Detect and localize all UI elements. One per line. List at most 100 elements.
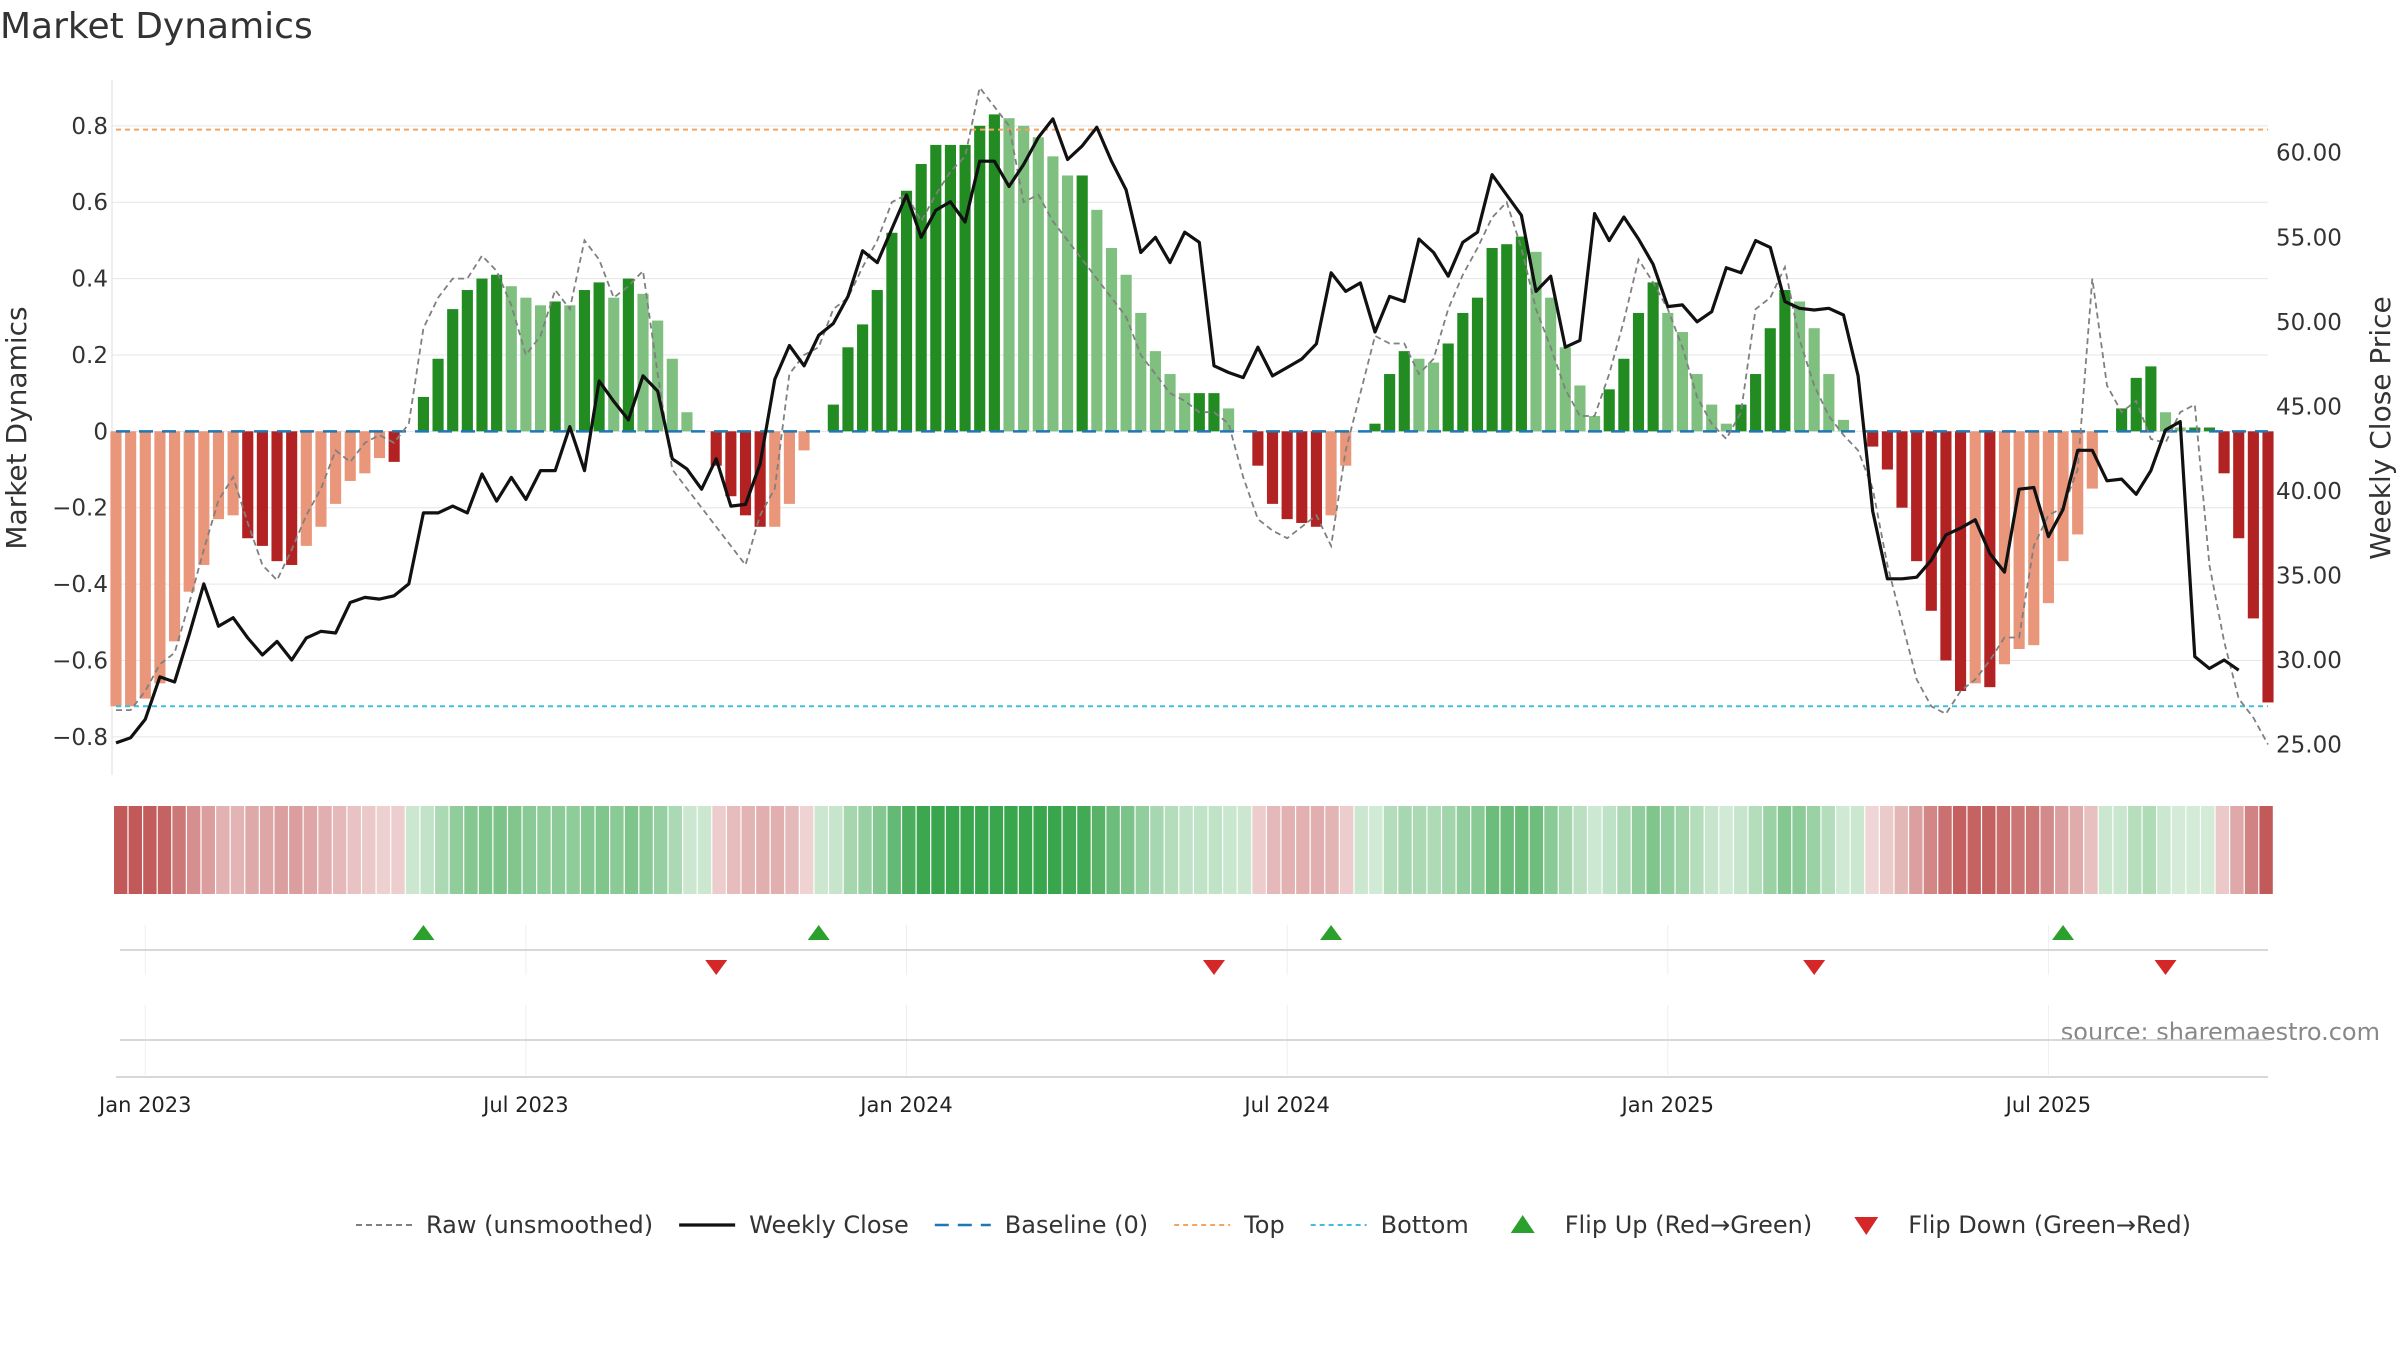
strip-cell xyxy=(1208,806,1222,894)
bar xyxy=(2247,431,2259,619)
bar xyxy=(2086,431,2098,489)
bar xyxy=(432,358,444,432)
bar xyxy=(1984,431,1996,688)
strip-cell xyxy=(376,806,391,894)
strip-cell xyxy=(1164,806,1179,894)
bar xyxy=(212,431,225,520)
strip-cell xyxy=(1471,806,1485,894)
strip-cell xyxy=(2025,806,2040,894)
bar xyxy=(622,278,634,432)
strip-cell xyxy=(1266,806,1281,894)
strip-cell xyxy=(2084,806,2098,894)
strip-cell xyxy=(1529,806,1544,894)
bar xyxy=(183,431,195,592)
bar xyxy=(1955,431,1967,691)
strip-cell xyxy=(2011,806,2025,894)
strip-cell xyxy=(143,806,157,894)
bar xyxy=(2130,377,2142,432)
bar xyxy=(1003,118,1015,432)
strip-cell xyxy=(2055,806,2069,894)
strip-cell xyxy=(1938,806,1952,894)
bar xyxy=(359,431,371,474)
strip-cell xyxy=(1048,806,1062,894)
bar xyxy=(417,396,429,432)
bar xyxy=(769,431,781,527)
y-tick-left: −0.4 xyxy=(52,572,108,598)
strip-cell xyxy=(157,806,172,894)
strip-cell xyxy=(1879,806,1894,894)
strip-cell xyxy=(887,806,901,894)
bar xyxy=(842,347,854,432)
bar xyxy=(1091,209,1103,432)
bar xyxy=(1823,374,1835,432)
strip-cell xyxy=(741,806,755,894)
legend-item-bottom: Bottom xyxy=(1310,1211,1469,1239)
strip-cell xyxy=(201,806,215,894)
strip-cell xyxy=(1150,806,1164,894)
legend-item-flip-up: Flip Up (Red→Green) xyxy=(1510,1211,1813,1239)
bar xyxy=(476,278,488,432)
legend-item-close: Weekly Close xyxy=(679,1211,909,1239)
strip-cell xyxy=(1091,806,1106,894)
y-tick-right: 30.00 xyxy=(2276,648,2342,674)
flip-down-marker xyxy=(2154,960,2177,975)
axis-labels: 0.8 0.6 0.4 0.2 0 −0.2 −0.4 −0.6 −0.8 60.00 55.00 5… xyxy=(52,114,2342,759)
bar xyxy=(1793,301,1806,432)
strip-cell xyxy=(1442,806,1456,894)
strip-cell xyxy=(770,806,785,894)
strip-cell xyxy=(274,806,288,894)
strip-cell xyxy=(1354,806,1368,894)
strip-cell xyxy=(1704,806,1719,894)
bar xyxy=(1618,358,1630,432)
bar xyxy=(857,324,869,432)
strip-cell xyxy=(435,806,449,894)
flip-up-marker xyxy=(807,925,830,940)
strip-cell xyxy=(2259,806,2273,894)
bar xyxy=(1632,312,1645,432)
legend-label: Flip Up (Red→Green) xyxy=(1565,1211,1813,1239)
bar xyxy=(710,431,722,466)
bar xyxy=(1266,431,1279,504)
strip-cell xyxy=(2215,806,2230,894)
strip-cell xyxy=(1734,806,1748,894)
source-note: source: sharemaestro.com xyxy=(2061,1018,2380,1046)
bar xyxy=(330,431,342,504)
bar xyxy=(1676,332,1688,432)
strip-cell xyxy=(1792,806,1806,894)
strip-cell xyxy=(654,806,668,894)
strip-cell xyxy=(843,806,858,894)
bar xyxy=(1325,431,1337,516)
strip-cell xyxy=(1339,806,1354,894)
bar xyxy=(1998,431,2011,665)
strip-cell xyxy=(1398,806,1412,894)
strip-cell xyxy=(1588,806,1602,894)
y-tick-right: 60.00 xyxy=(2276,141,2342,167)
bar xyxy=(1281,431,1293,520)
bar xyxy=(754,431,766,527)
strip-cell xyxy=(114,806,128,894)
strip-cell xyxy=(128,806,142,894)
strip-cell xyxy=(2171,806,2186,894)
flip-up-marker xyxy=(2052,925,2075,940)
bar xyxy=(1911,431,1923,562)
strip-cell xyxy=(1675,806,1690,894)
bar xyxy=(1706,404,1718,432)
bar xyxy=(1764,328,1776,432)
bar xyxy=(534,305,547,432)
strip-cell xyxy=(858,806,872,894)
strip-cell xyxy=(1952,806,1967,894)
bar xyxy=(578,290,591,432)
bar xyxy=(1925,431,1937,611)
bar xyxy=(1662,312,1674,432)
x-tick-label: Jul 2024 xyxy=(1242,1093,1329,1117)
y-tick-right: 55.00 xyxy=(2276,225,2342,251)
strip-cell xyxy=(1281,806,1295,894)
strip-cell xyxy=(1296,806,1310,894)
strip-cell xyxy=(1223,806,1237,894)
raw-unsmoothed-line xyxy=(116,85,2269,745)
strip-cell xyxy=(537,806,551,894)
strip-cell xyxy=(2040,806,2054,894)
bar xyxy=(1691,374,1703,432)
bar xyxy=(1149,351,1161,432)
strip-cell xyxy=(726,806,741,894)
